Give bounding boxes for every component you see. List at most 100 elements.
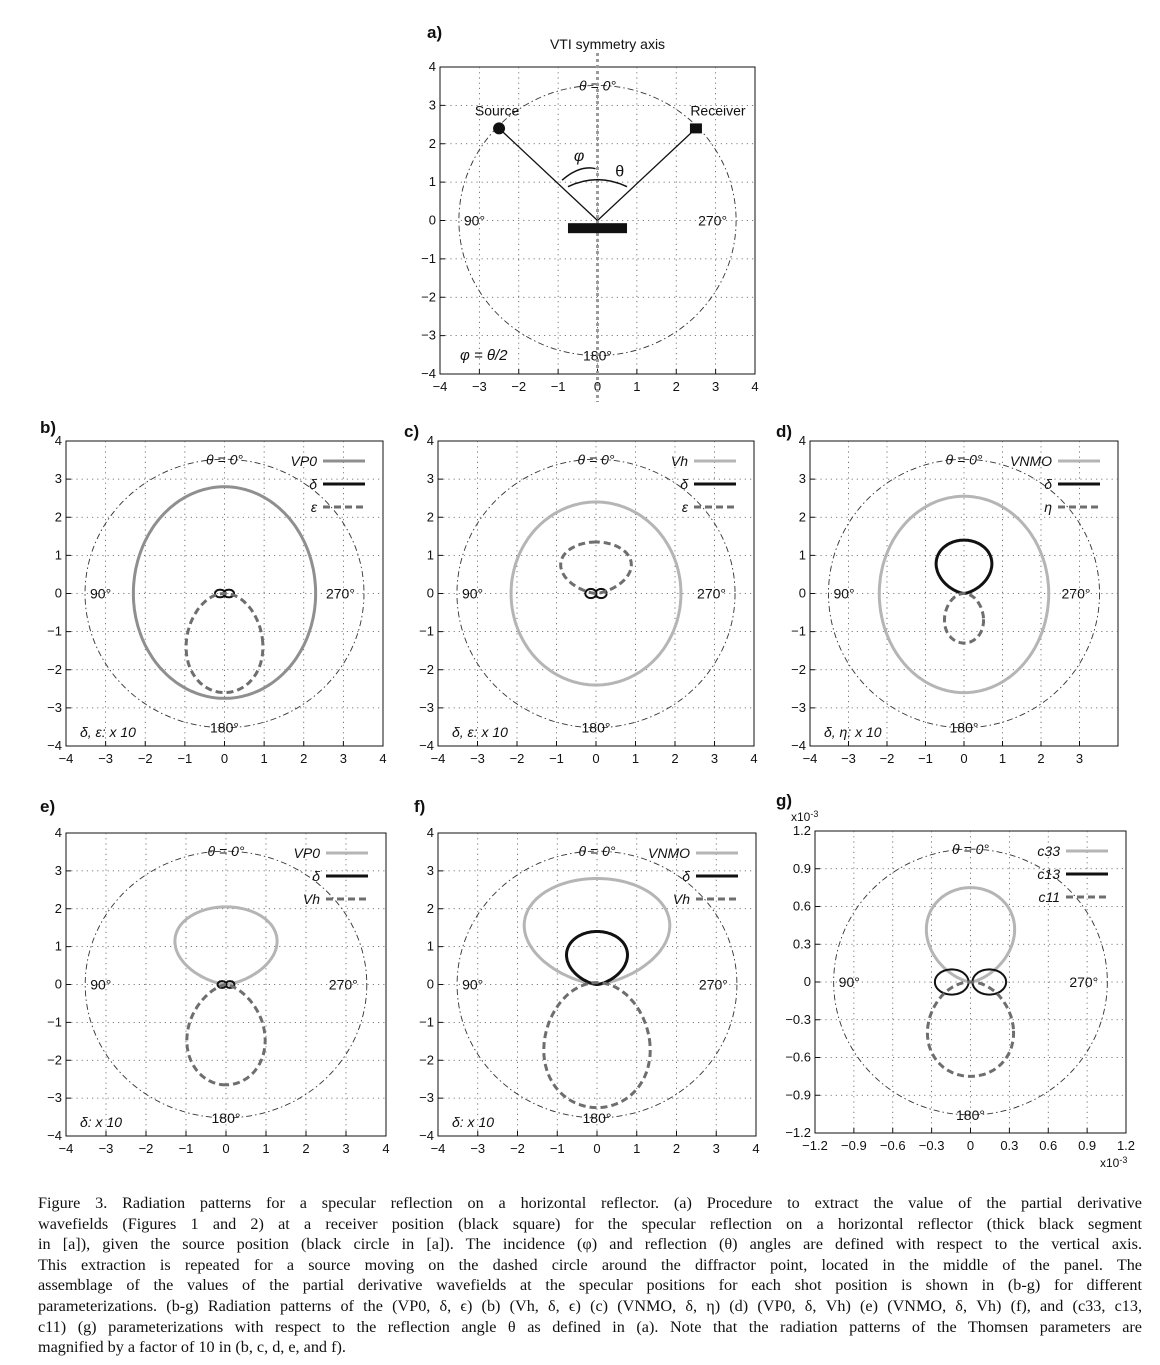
series-line [924, 886, 1017, 984]
y-tick-label: −1 [421, 251, 436, 266]
chart-panel: g) −1.2 −0.9 −0.6 −0.3 0 0.3 0.6 0.9 1.2 1.2 0.9 0.6… [776, 791, 1135, 1170]
y-tick-label: −1 [791, 624, 806, 639]
angle-label-right: 270° [699, 977, 728, 993]
x-tick-label: −3 [470, 1141, 485, 1156]
y-tick-label: −0.3 [785, 1012, 811, 1027]
legend-label: η [1044, 499, 1052, 515]
phi-label: φ [574, 148, 584, 165]
y-tick-label: −4 [791, 738, 806, 753]
y-tick-label: 0.3 [793, 936, 811, 951]
legend-label: δ [312, 868, 320, 884]
x-tick-label: −4 [433, 379, 448, 394]
x-tick-label: 0 [592, 751, 599, 766]
panel-label: a) [427, 23, 442, 42]
panel-label: g) [776, 791, 792, 810]
angle-label-left: 90° [464, 213, 485, 229]
y-tick-label: −3 [421, 328, 436, 343]
caption-line: wavefields (Figures 1 and 2) at a receiv… [38, 1214, 1142, 1233]
x-tick-label: 1 [261, 751, 268, 766]
y-tick-label: 2 [799, 509, 806, 524]
y-tick-label: 1 [429, 174, 436, 189]
x-tick-label: 0.9 [1078, 1138, 1096, 1153]
legend-label: c33 [1037, 843, 1060, 859]
y-tick-label: −0.6 [785, 1050, 811, 1065]
legend-label: ε [311, 499, 318, 515]
x-tick-label: 2 [671, 751, 678, 766]
series-line [509, 500, 683, 687]
legend-label: δ [682, 868, 690, 884]
y-tick-label: 4 [429, 59, 436, 74]
y-tick-label: −1 [419, 1014, 434, 1029]
x-tick-label: 0 [593, 1141, 600, 1156]
y-tick-label: −1 [47, 1014, 62, 1029]
x-tick-label: 2 [673, 379, 680, 394]
legend-label: c11 [1038, 889, 1060, 905]
y-tick-label: 4 [427, 825, 434, 840]
y-tick-label: −4 [47, 738, 62, 753]
legend-label: Vh [673, 891, 690, 907]
angle-label-top: θ = 0° [946, 451, 983, 467]
y-tick-label: 3 [55, 863, 62, 878]
receiver-marker [689, 123, 702, 134]
y-tick-label: 4 [427, 433, 434, 448]
x-tick-label: −2 [511, 379, 526, 394]
x-tick-label: −2 [880, 751, 895, 766]
angle-label-right: 270° [326, 586, 355, 602]
angle-label-left: 90° [462, 586, 483, 602]
y-tick-label: −3 [419, 700, 434, 715]
caption-line: Figure 3. Radiation patterns for a specu… [38, 1194, 1142, 1212]
source-marker [493, 122, 506, 135]
incident-ray [498, 127, 598, 221]
reference-circle [456, 458, 736, 729]
series-line [565, 930, 629, 986]
x-tick-label: −1.2 [802, 1138, 828, 1153]
x-tick-label: 1 [262, 1141, 269, 1156]
series-line [933, 968, 970, 996]
x-tick-label: 4 [752, 1141, 759, 1156]
scale-note: δ, η: x 10 [824, 724, 882, 740]
y-tick-label: 0 [55, 977, 62, 992]
x-tick-label: −2 [510, 751, 525, 766]
legend-label: δ [309, 476, 317, 492]
y-tick-label: −1 [47, 624, 62, 639]
panel-label: c) [404, 422, 419, 441]
angle-label-top: θ = 0° [206, 451, 243, 467]
y-tick-label: 4 [55, 825, 62, 840]
chart-panel: e) −4 −3 −2 −1 0 1 2 3 4 4 3 2 1 0 −1 −2 −3 −4 θ = 0° 90° 270… [40, 797, 390, 1156]
legend-label: ε [682, 499, 689, 515]
angle-label-top: θ = 0° [578, 451, 615, 467]
y-tick-label: 1 [427, 547, 434, 562]
x-tick-label: 3 [342, 1141, 349, 1156]
x-tick-label: 4 [751, 379, 758, 394]
x-tick-label: 0 [221, 751, 228, 766]
angle-label-right: 270° [698, 213, 727, 229]
y-tick-label: −3 [47, 700, 62, 715]
y-axis-exponent-power: -3 [810, 809, 818, 819]
reference-circle [456, 850, 738, 1119]
caption-line: in [a]), given the source position (blac… [38, 1235, 1142, 1254]
angle-label-right: 270° [697, 586, 726, 602]
x-tick-label: −1 [179, 1141, 194, 1156]
legend-label: Vh [671, 453, 688, 469]
y-tick-label: 1 [55, 547, 62, 562]
reflected-ray [597, 127, 697, 221]
x-tick-label: 2 [300, 751, 307, 766]
x-tick-label: −0.3 [919, 1138, 945, 1153]
panel-label: f) [414, 797, 425, 816]
angle-label-bottom: 180° [956, 1107, 985, 1123]
x-tick-label: 0 [594, 379, 601, 394]
angle-label-left: 90° [462, 977, 483, 993]
y-tick-label: −2 [419, 662, 434, 677]
x-tick-label: 3 [340, 751, 347, 766]
series-line [185, 983, 267, 1087]
y-tick-label: −1.2 [785, 1125, 811, 1140]
panel-label: d) [776, 422, 792, 441]
y-tick-label: 0 [799, 586, 806, 601]
x-tick-label: −2 [138, 751, 153, 766]
scale-note: δ: x 10 [452, 1114, 494, 1130]
source-label: Source [475, 102, 520, 118]
x-tick-label: −2 [139, 1141, 154, 1156]
y-tick-label: 1 [427, 939, 434, 954]
x-tick-label: 1 [632, 751, 639, 766]
chart-panel: d) −4 −3 −2 −1 0 1 2 3 4 3 2 1 0 −1 −2 −3 −4 θ = 0° 90° 270°… [776, 422, 1119, 766]
